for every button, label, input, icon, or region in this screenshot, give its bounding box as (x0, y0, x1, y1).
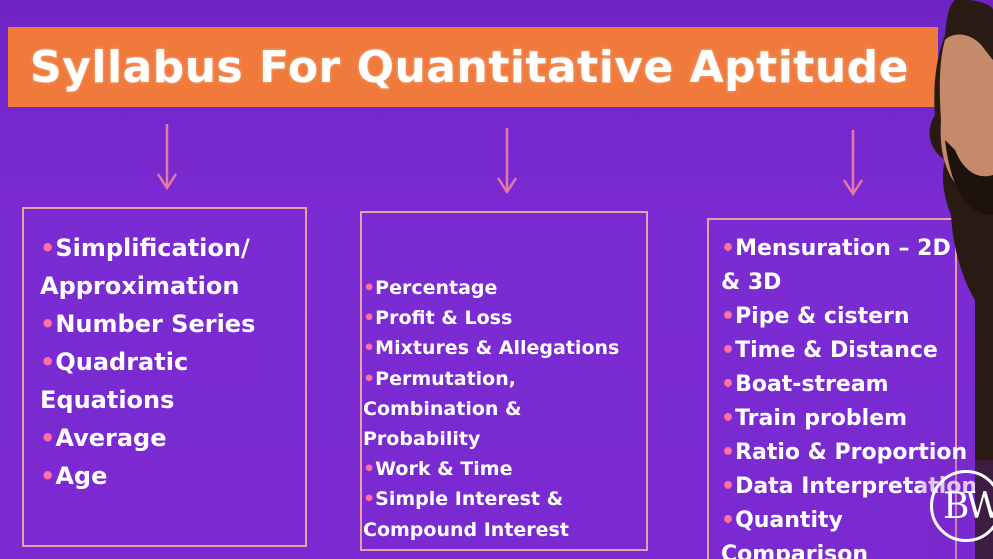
down-arrow-icon (156, 122, 178, 192)
down-arrow-icon (496, 126, 518, 196)
list-item: •Boat-stream (721, 372, 889, 397)
channel-logo: BW (922, 460, 993, 559)
bullet-icon: • (40, 234, 56, 262)
bullet-icon: • (363, 277, 376, 299)
bullet-icon: • (363, 337, 376, 360)
list-item: •Percentage (363, 277, 498, 299)
list-item: •Mensuration – 2D (721, 236, 951, 261)
list-item: •Work & Time (363, 458, 513, 481)
topic-box-2: •Percentage •Profit & Loss •Mixtures & A… (360, 211, 648, 551)
topic-list: •Percentage •Profit & Loss •Mixtures & A… (363, 273, 646, 545)
topic-list: •Mensuration – 2D & 3D •Pipe & cistern •… (721, 232, 977, 559)
list-item: •Permutation, (363, 367, 516, 390)
topic-box-3: •Mensuration – 2D & 3D •Pipe & cistern •… (707, 218, 977, 559)
list-item: •Pipe & cistern (721, 304, 910, 329)
topic-box-1: •Simplification/ Approximation •Number S… (22, 207, 307, 547)
bullet-icon: • (721, 372, 736, 397)
bullet-icon: • (721, 236, 736, 261)
list-item: •Quantity (721, 508, 843, 533)
list-item: •Time & Distance (721, 338, 938, 363)
bullet-icon: • (721, 474, 736, 499)
bullet-icon: • (721, 338, 736, 363)
list-item: Combination & (363, 397, 522, 420)
bullet-icon: • (363, 307, 376, 330)
presenter-image (915, 0, 993, 559)
bullet-icon: • (721, 304, 736, 329)
list-item: Compound Interest (363, 518, 569, 541)
bullet-icon: • (363, 367, 376, 390)
list-item: •Number Series (40, 310, 256, 338)
bullet-icon: • (721, 508, 736, 533)
bullet-icon: • (40, 348, 56, 376)
bullet-icon: • (40, 462, 56, 490)
list-item: •Quadratic (40, 348, 189, 376)
list-item: •Age (40, 462, 108, 490)
pw-logo-icon: BW (930, 470, 993, 542)
title-banner: Syllabus For Quantitative Aptitude (8, 27, 938, 107)
list-item: •Profit & Loss (363, 307, 513, 330)
bullet-icon: • (40, 424, 56, 452)
list-item: •Average (40, 424, 167, 452)
bullet-icon: • (363, 458, 376, 481)
list-item: & 3D (721, 270, 782, 295)
list-item: •Ratio & Proportion (721, 440, 968, 465)
list-item: •Mixtures & Allegations (363, 337, 620, 360)
list-item: •Simplification/ (40, 234, 250, 262)
bullet-icon: • (721, 440, 736, 465)
list-item: Comparison (721, 542, 869, 559)
list-item: Approximation (40, 272, 240, 300)
list-item: Equations (40, 386, 175, 414)
list-item: •Simple Interest & (363, 488, 564, 511)
topic-list: •Simplification/ Approximation •Number S… (40, 229, 305, 495)
bullet-icon: • (721, 406, 736, 431)
down-arrow-icon (842, 128, 864, 198)
bullet-icon: • (40, 310, 56, 338)
bullet-icon: • (363, 488, 376, 511)
slide-title: Syllabus For Quantitative Aptitude (30, 41, 909, 93)
list-item: •Train problem (721, 406, 908, 431)
list-item: Probability (363, 428, 481, 451)
